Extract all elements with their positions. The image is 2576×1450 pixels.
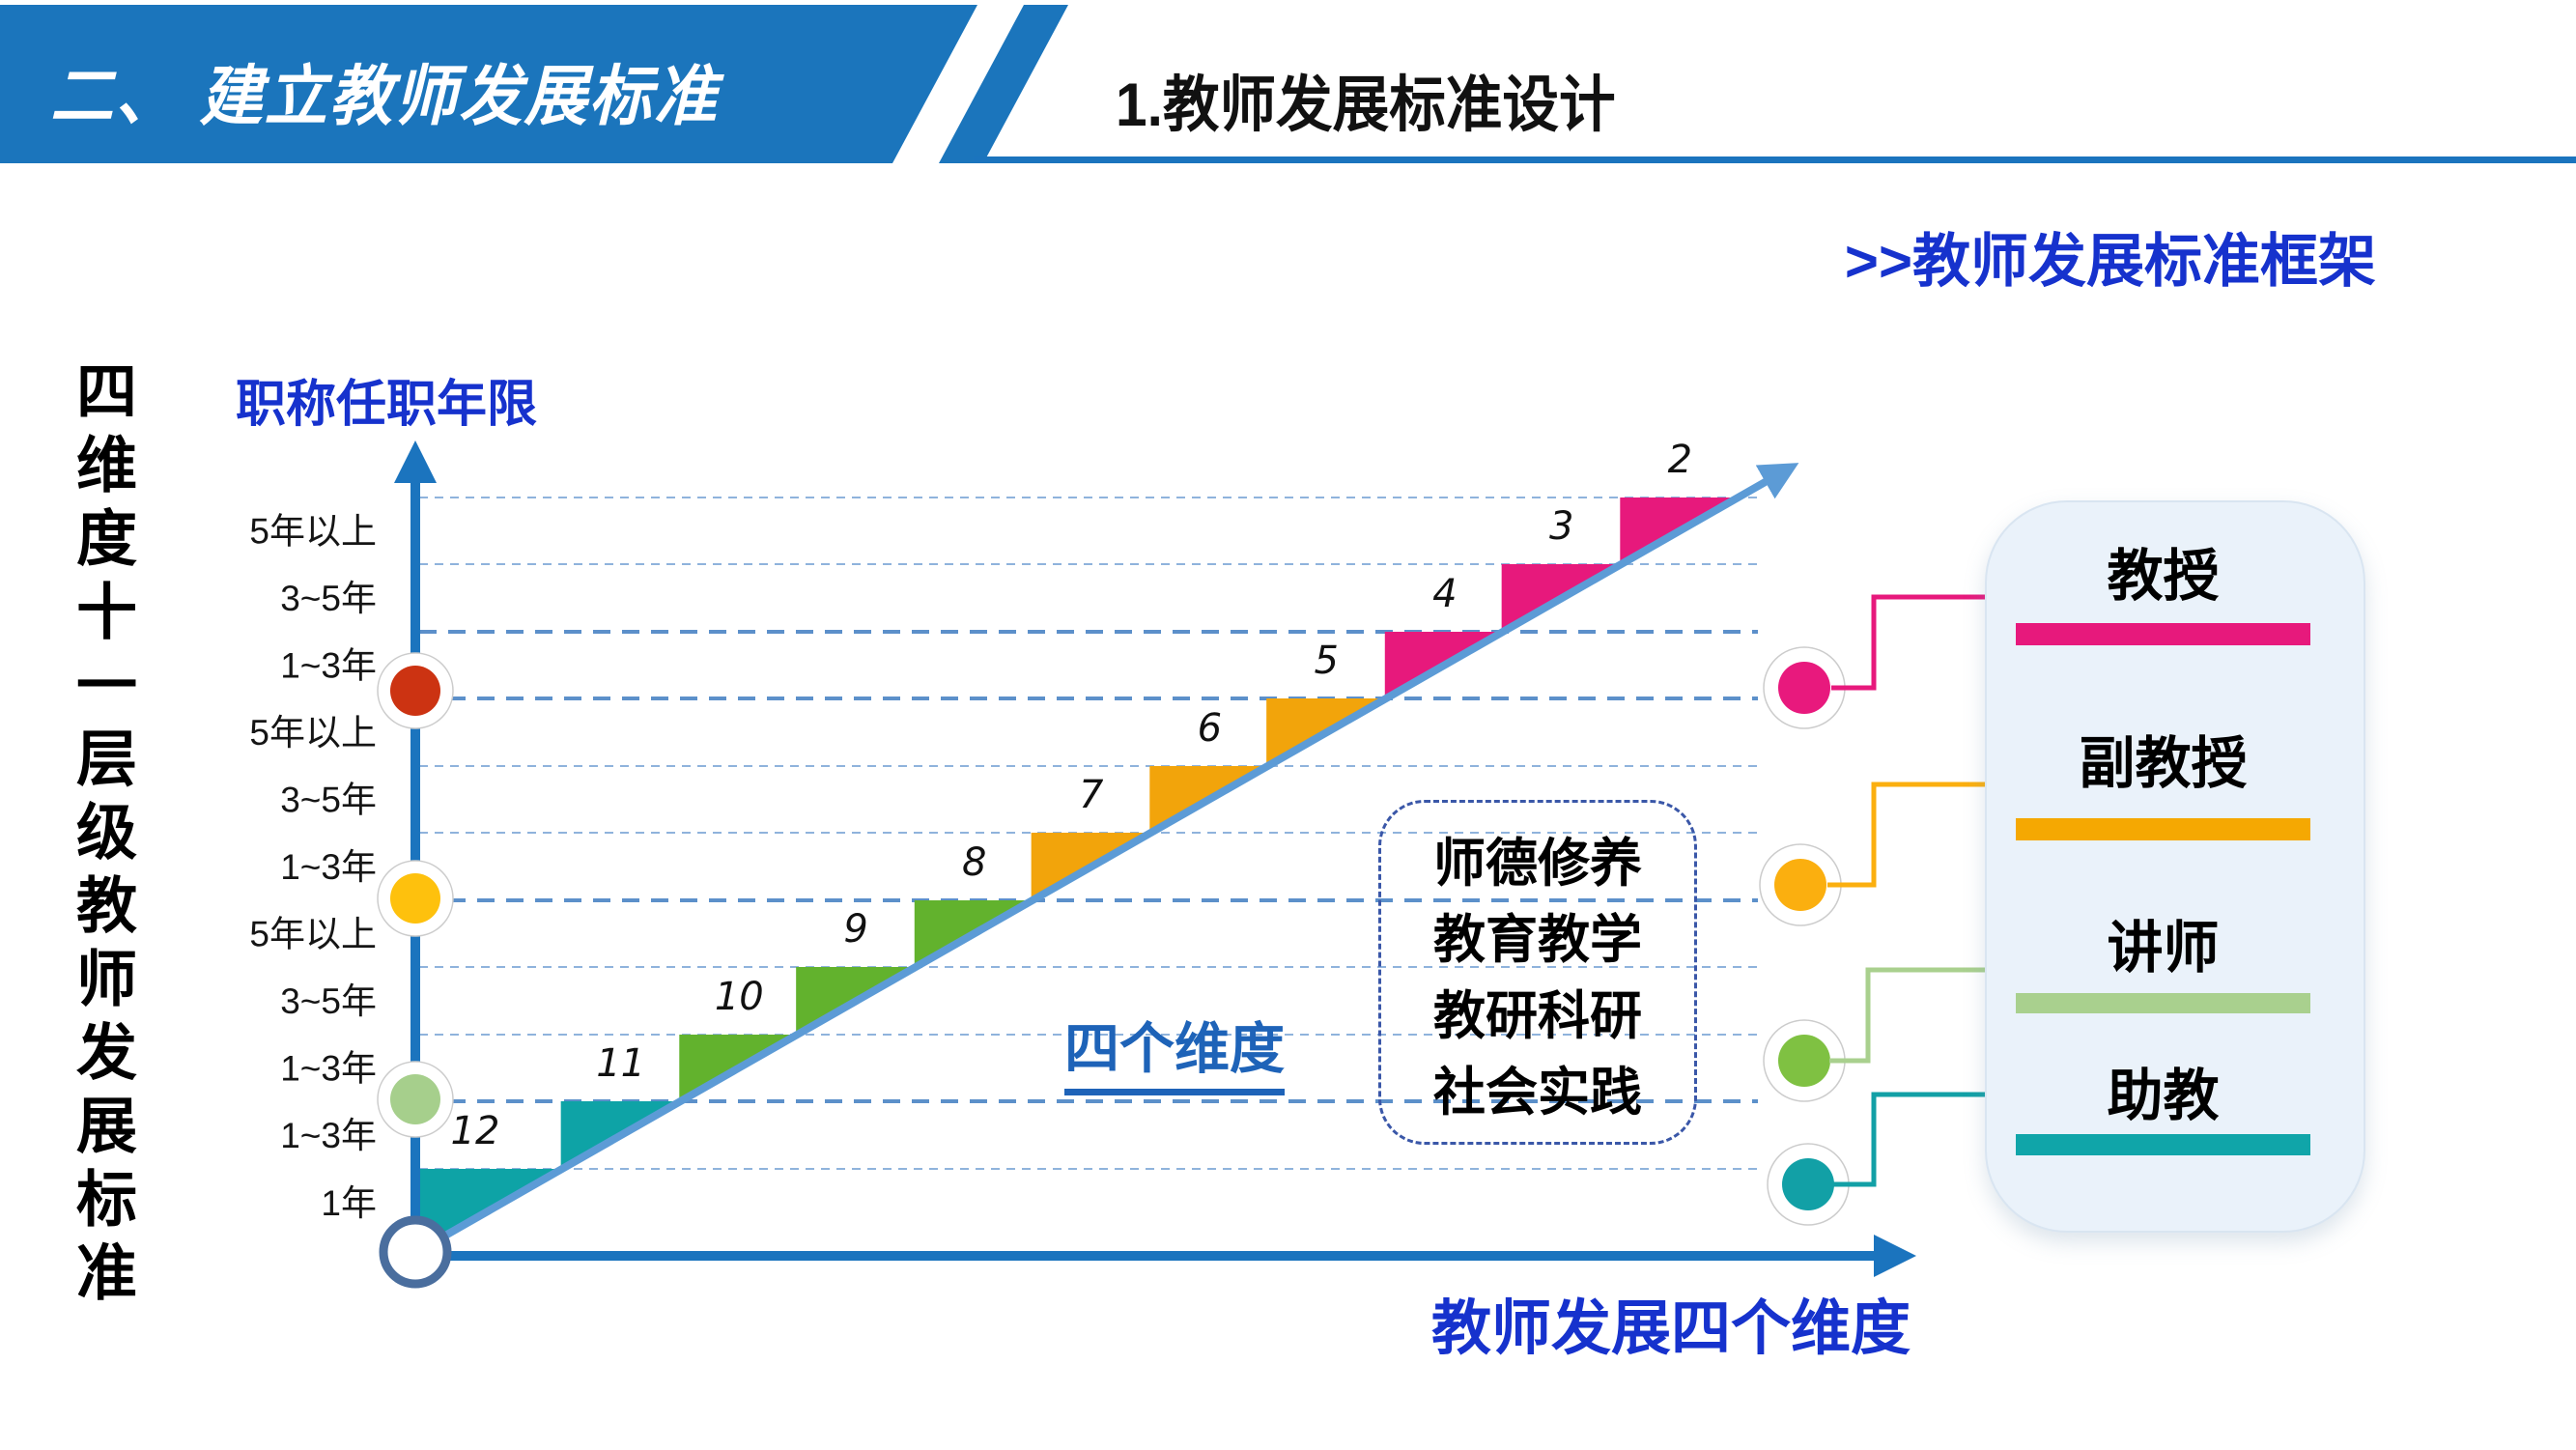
y-axis-title: 职称任职年限 [236, 377, 538, 433]
step-number-9: 9 [843, 907, 867, 952]
rank-legend-panel: 教授 副教授 讲师 助教 [1985, 500, 2365, 1233]
section-title: 1.教师发展标准设计 [1116, 71, 1616, 139]
step-number-7: 7 [1079, 773, 1104, 817]
step-number-3: 3 [1549, 504, 1573, 549]
step-number-2: 2 [1668, 438, 1692, 482]
legend-connector [1829, 967, 1988, 1064]
tick-labels-group: 5年以上 3~5年 1~3年 5年以上 3~5年 1~3年 5年以上 3~5年 1~3年 1~3年… [249, 512, 377, 1224]
dimensions-box: 师德修养 教育教学 教研科研 社会实践 [1378, 800, 1697, 1145]
step-number-5: 5 [1314, 639, 1338, 683]
title-underline [974, 156, 2576, 163]
rank-label-associate-professor: 副教授 [2079, 732, 2248, 795]
rank-bar-professor [2016, 623, 2310, 645]
y-tick-label: 3~5年 [280, 579, 377, 618]
axis-dot [390, 873, 440, 924]
legend-dot [1782, 1158, 1834, 1210]
rank-bar-assistant [2016, 1134, 2310, 1155]
legend-dot [1778, 1035, 1830, 1087]
y-tick-label: 3~5年 [280, 981, 377, 1021]
milestone-dots-group [377, 646, 1850, 1289]
four-dimensions-label: 四个维度 [1064, 1005, 1285, 1095]
y-tick-label: 1年 [321, 1183, 377, 1223]
axis-dot [390, 1074, 440, 1124]
step-number-6: 6 [1198, 706, 1222, 751]
rank-label-professor: 教授 [2107, 545, 2220, 608]
step-number-11: 11 [596, 1041, 645, 1086]
banner-title: 二、 建立教师发展标准 [50, 60, 720, 133]
axis-dot [390, 666, 440, 716]
dimension-item: 师德修养 [1433, 835, 1642, 893]
y-tick-label: 1~3年 [280, 646, 377, 686]
y-tick-label: 1~3年 [280, 1049, 377, 1089]
step-number-10: 10 [715, 975, 764, 1019]
y-tick-label: 1~3年 [280, 1116, 377, 1155]
rank-label-lecturer: 讲师 [2107, 917, 2220, 980]
banner-ribbon [0, 5, 977, 163]
legend-connector [1833, 1092, 1988, 1187]
banner-ribbon-stripe [939, 5, 1068, 163]
dimension-item: 教育教学 [1433, 911, 1642, 969]
diagonal-arrow [430, 463, 1799, 1247]
rank-bar-lecturer [2016, 993, 2310, 1013]
rank-bar-associate-professor [2016, 818, 2310, 840]
y-tick-label: 5年以上 [249, 915, 377, 954]
y-tick-label: 3~5年 [280, 781, 377, 820]
x-axis-title: 教师发展四个维度 [1431, 1295, 1911, 1362]
y-tick-label: 5年以上 [249, 512, 377, 552]
left-vertical-title: 四维度十一层级教师发展标准 [68, 359, 135, 1314]
origin-circle [379, 1215, 452, 1289]
dimension-item: 教研科研 [1433, 987, 1642, 1045]
y-tick-label: 5年以上 [249, 713, 377, 753]
legend-dot [1778, 662, 1830, 714]
legend-connector [1831, 594, 1988, 691]
y-tick-label: 1~3年 [280, 847, 377, 887]
rank-label-assistant: 助教 [2107, 1065, 2220, 1127]
legend-connectors-group [1827, 594, 1988, 1187]
dimension-item: 社会实践 [1433, 1064, 1642, 1122]
legend-dot [1774, 859, 1826, 911]
step-number-4: 4 [1432, 572, 1457, 616]
step-number-12: 12 [451, 1109, 500, 1153]
step-number-8: 8 [962, 840, 986, 885]
legend-connector [1827, 782, 1988, 888]
subtitle-framework: >>教师发展标准框架 [1844, 229, 2376, 294]
